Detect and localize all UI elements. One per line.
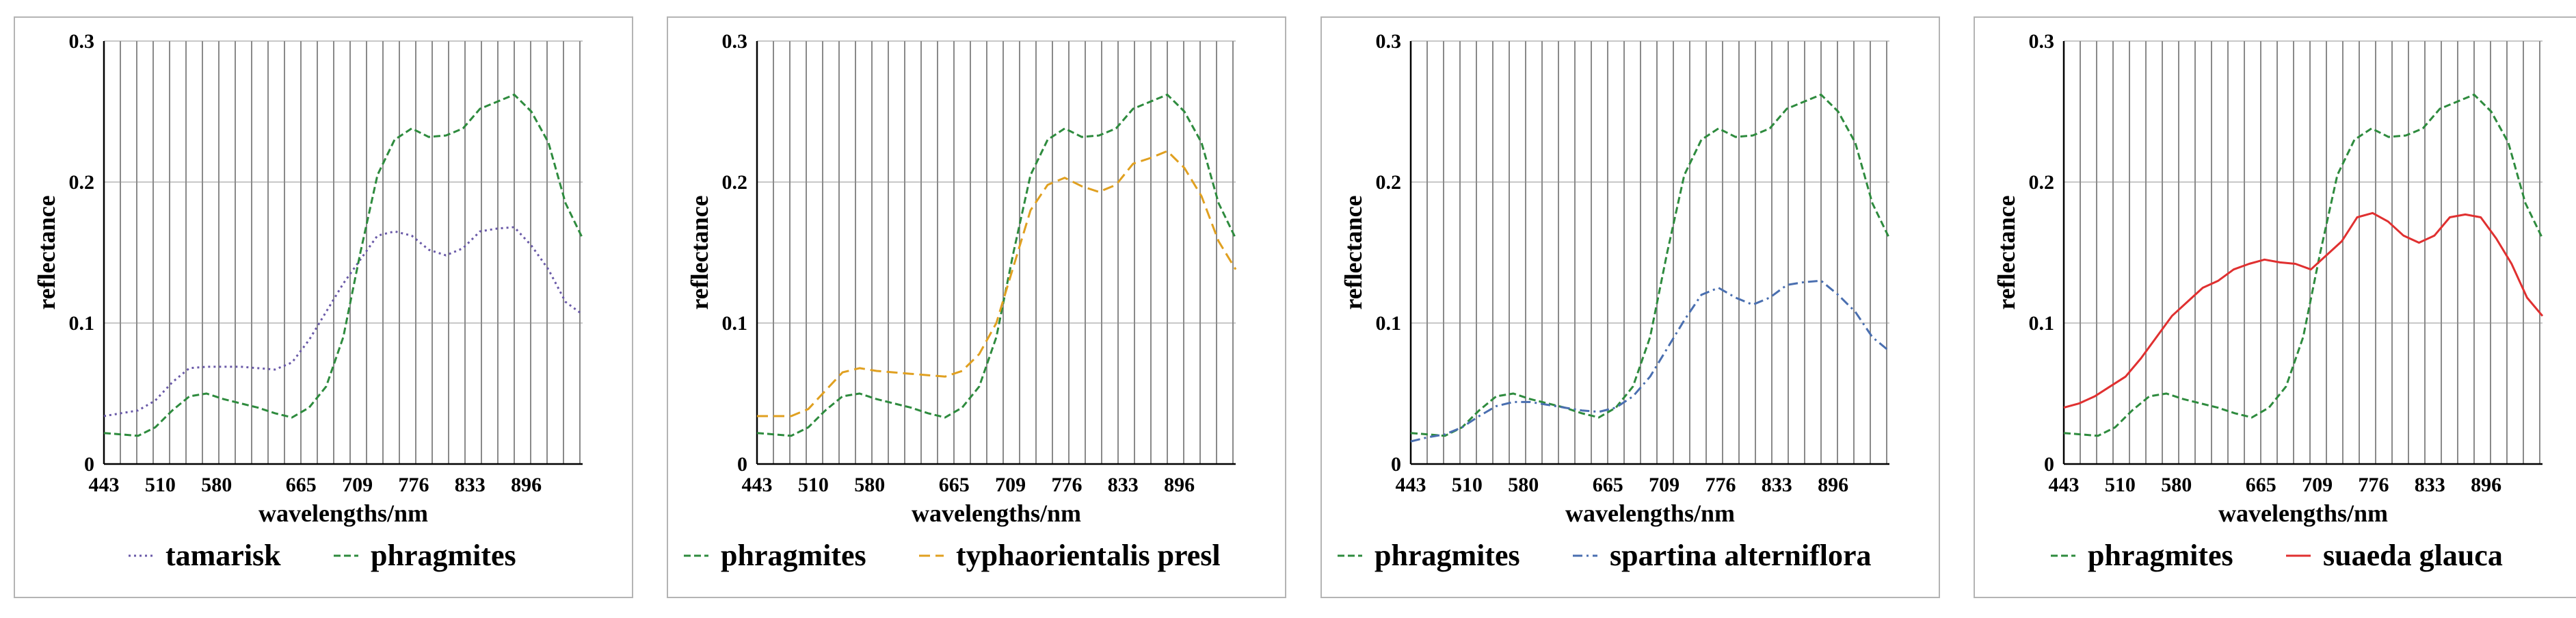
y-tick-label: 0.1 bbox=[69, 312, 95, 335]
series-line-tamarisk bbox=[103, 226, 583, 417]
legend-label: spartina alterniflora bbox=[1610, 539, 1872, 572]
chart-svg-3: 0 0.1 0.2 0.3 443 510 580 665 709 776 833 896 wavele… bbox=[1338, 30, 1891, 572]
x-tick-label: 709 bbox=[342, 474, 373, 496]
y-tick-label: 0 bbox=[2044, 453, 2054, 476]
x-tick-label: 776 bbox=[2358, 474, 2389, 496]
x-tick-label: 510 bbox=[2105, 474, 2136, 496]
legend-label: phragmites bbox=[2088, 539, 2233, 572]
y-tick-label: 0.1 bbox=[722, 312, 748, 335]
series-line-phragmites bbox=[1410, 93, 1891, 437]
chart-svg-1: 0 0.1 0.2 0.3 443 510 580 665 709 776 833 896 wavele… bbox=[33, 30, 584, 572]
y-tick-label: 0.2 bbox=[69, 171, 95, 194]
y-tick-label: 0.3 bbox=[69, 30, 95, 53]
y-tick-label: 0.2 bbox=[1376, 171, 1402, 194]
y-tick-label: 0.3 bbox=[2029, 30, 2055, 53]
chart-panel-3: 0 0.1 0.2 0.3 443 510 580 665 709 776 833 896 wavele… bbox=[1320, 16, 1940, 598]
legend-label: tamarisk bbox=[165, 539, 281, 572]
x-tick-label: 443 bbox=[89, 474, 120, 496]
y-tick-label: 0.3 bbox=[1376, 30, 1402, 53]
x-tick-label: 833 bbox=[1762, 474, 1792, 496]
series-line-suaeda-glauca bbox=[2063, 211, 2544, 409]
x-tick-label: 896 bbox=[1818, 474, 1848, 496]
x-tick-label: 443 bbox=[742, 474, 773, 496]
x-tick-label: 580 bbox=[1508, 474, 1539, 496]
legend-label: suaeda glauca bbox=[2323, 539, 2503, 572]
legend-label: typhaorientalis presl bbox=[956, 539, 1221, 572]
chart-panel-4: 0 0.1 0.2 0.3 443 510 580 665 709 776 833 896 wavele… bbox=[1974, 16, 2576, 598]
x-tick-label: 776 bbox=[398, 474, 429, 496]
series-line-phragmites bbox=[756, 93, 1237, 437]
x-tick-label: 510 bbox=[1452, 474, 1483, 496]
x-tick-label: 665 bbox=[2246, 474, 2276, 496]
y-tick-label: 0.1 bbox=[2029, 312, 2055, 335]
x-tick-label: 443 bbox=[2049, 474, 2080, 496]
y-tick-label: 0 bbox=[84, 453, 94, 476]
x-tick-label: 896 bbox=[1164, 474, 1195, 496]
x-tick-label: 776 bbox=[1705, 474, 1736, 496]
x-tick-label: 833 bbox=[455, 474, 486, 496]
x-tick-label: 665 bbox=[939, 474, 970, 496]
chart-svg-2: 0 0.1 0.2 0.3 443 510 580 665 709 776 833 896 wavele… bbox=[684, 30, 1237, 572]
series-line-spartina-alterniflora bbox=[1410, 279, 1890, 443]
x-axis-title: wavelengths/nm bbox=[1565, 500, 1735, 527]
y-axis-title: reflectance bbox=[1993, 195, 2020, 309]
x-tick-label: 833 bbox=[1108, 474, 1139, 496]
series-line-phragmites bbox=[103, 93, 584, 437]
y-tick-label: 0 bbox=[737, 453, 747, 476]
x-axis-title: wavelengths/nm bbox=[258, 500, 428, 527]
x-axis-title: wavelengths/nm bbox=[912, 500, 1081, 527]
legend-label: phragmites bbox=[371, 539, 516, 572]
x-tick-label: 580 bbox=[2161, 474, 2192, 496]
x-axis-title: wavelengths/nm bbox=[2218, 500, 2388, 527]
x-tick-label: 709 bbox=[995, 474, 1026, 496]
chart-panel-2: 0 0.1 0.2 0.3 443 510 580 665 709 776 833 896 wavele… bbox=[667, 16, 1286, 598]
x-tick-label: 580 bbox=[854, 474, 885, 496]
chart-svg-4: 0 0.1 0.2 0.3 443 510 580 665 709 776 833 896 wavele… bbox=[1993, 30, 2544, 572]
chart-panel-1: 0 0.1 0.2 0.3 443 510 580 665 709 776 833 896 wavele… bbox=[14, 16, 633, 598]
x-tick-label: 665 bbox=[1593, 474, 1623, 496]
x-tick-label: 833 bbox=[2415, 474, 2445, 496]
x-tick-label: 443 bbox=[1396, 474, 1426, 496]
y-tick-label: 0.2 bbox=[722, 171, 748, 194]
x-tick-label: 665 bbox=[286, 474, 317, 496]
legend-label: phragmites bbox=[721, 539, 866, 572]
series-line-typhaorientalis-presl bbox=[757, 150, 1237, 417]
series-line-phragmites bbox=[2063, 93, 2544, 437]
legend-label: phragmites bbox=[1375, 539, 1520, 572]
y-tick-label: 0 bbox=[1391, 453, 1401, 476]
x-tick-label: 510 bbox=[145, 474, 176, 496]
y-axis-title: reflectance bbox=[33, 195, 60, 309]
x-tick-label: 776 bbox=[1051, 474, 1082, 496]
x-tick-label: 896 bbox=[511, 474, 542, 496]
y-tick-label: 0.2 bbox=[2029, 171, 2055, 194]
x-tick-label: 580 bbox=[201, 474, 232, 496]
x-tick-label: 510 bbox=[798, 474, 829, 496]
y-axis-title: reflectance bbox=[686, 195, 713, 309]
y-tick-label: 0.1 bbox=[1376, 312, 1402, 335]
x-tick-label: 709 bbox=[1649, 474, 1679, 496]
x-tick-label: 709 bbox=[2302, 474, 2333, 496]
x-tick-label: 896 bbox=[2471, 474, 2501, 496]
y-tick-label: 0.3 bbox=[722, 30, 748, 53]
y-axis-title: reflectance bbox=[1340, 195, 1367, 309]
